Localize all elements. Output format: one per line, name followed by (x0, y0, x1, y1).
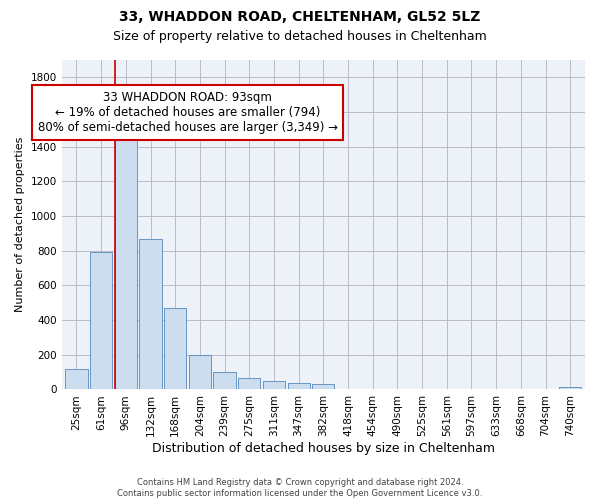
Bar (263, 381, 285, 390)
Bar (90, 252, 112, 390)
Text: Contains HM Land Registry data © Crown copyright and database right 2024.
Contai: Contains HM Land Registry data © Crown c… (118, 478, 482, 498)
Bar (559, 387, 581, 390)
Bar (312, 384, 334, 390)
Bar (287, 382, 310, 390)
Bar (115, 136, 137, 390)
Bar (164, 308, 187, 390)
Bar (139, 240, 161, 390)
Bar (189, 355, 211, 390)
Text: 33, WHADDON ROAD, CHELTENHAM, GL52 5LZ: 33, WHADDON ROAD, CHELTENHAM, GL52 5LZ (119, 10, 481, 24)
Text: Size of property relative to detached houses in Cheltenham: Size of property relative to detached ho… (113, 30, 487, 43)
Bar (238, 378, 260, 390)
Y-axis label: Number of detached properties: Number of detached properties (15, 137, 25, 312)
Bar (214, 372, 236, 390)
Text: 33 WHADDON ROAD: 93sqm
← 19% of detached houses are smaller (794)
80% of semi-de: 33 WHADDON ROAD: 93sqm ← 19% of detached… (38, 91, 338, 134)
X-axis label: Distribution of detached houses by size in Cheltenham: Distribution of detached houses by size … (152, 442, 495, 455)
Bar (65, 368, 88, 390)
